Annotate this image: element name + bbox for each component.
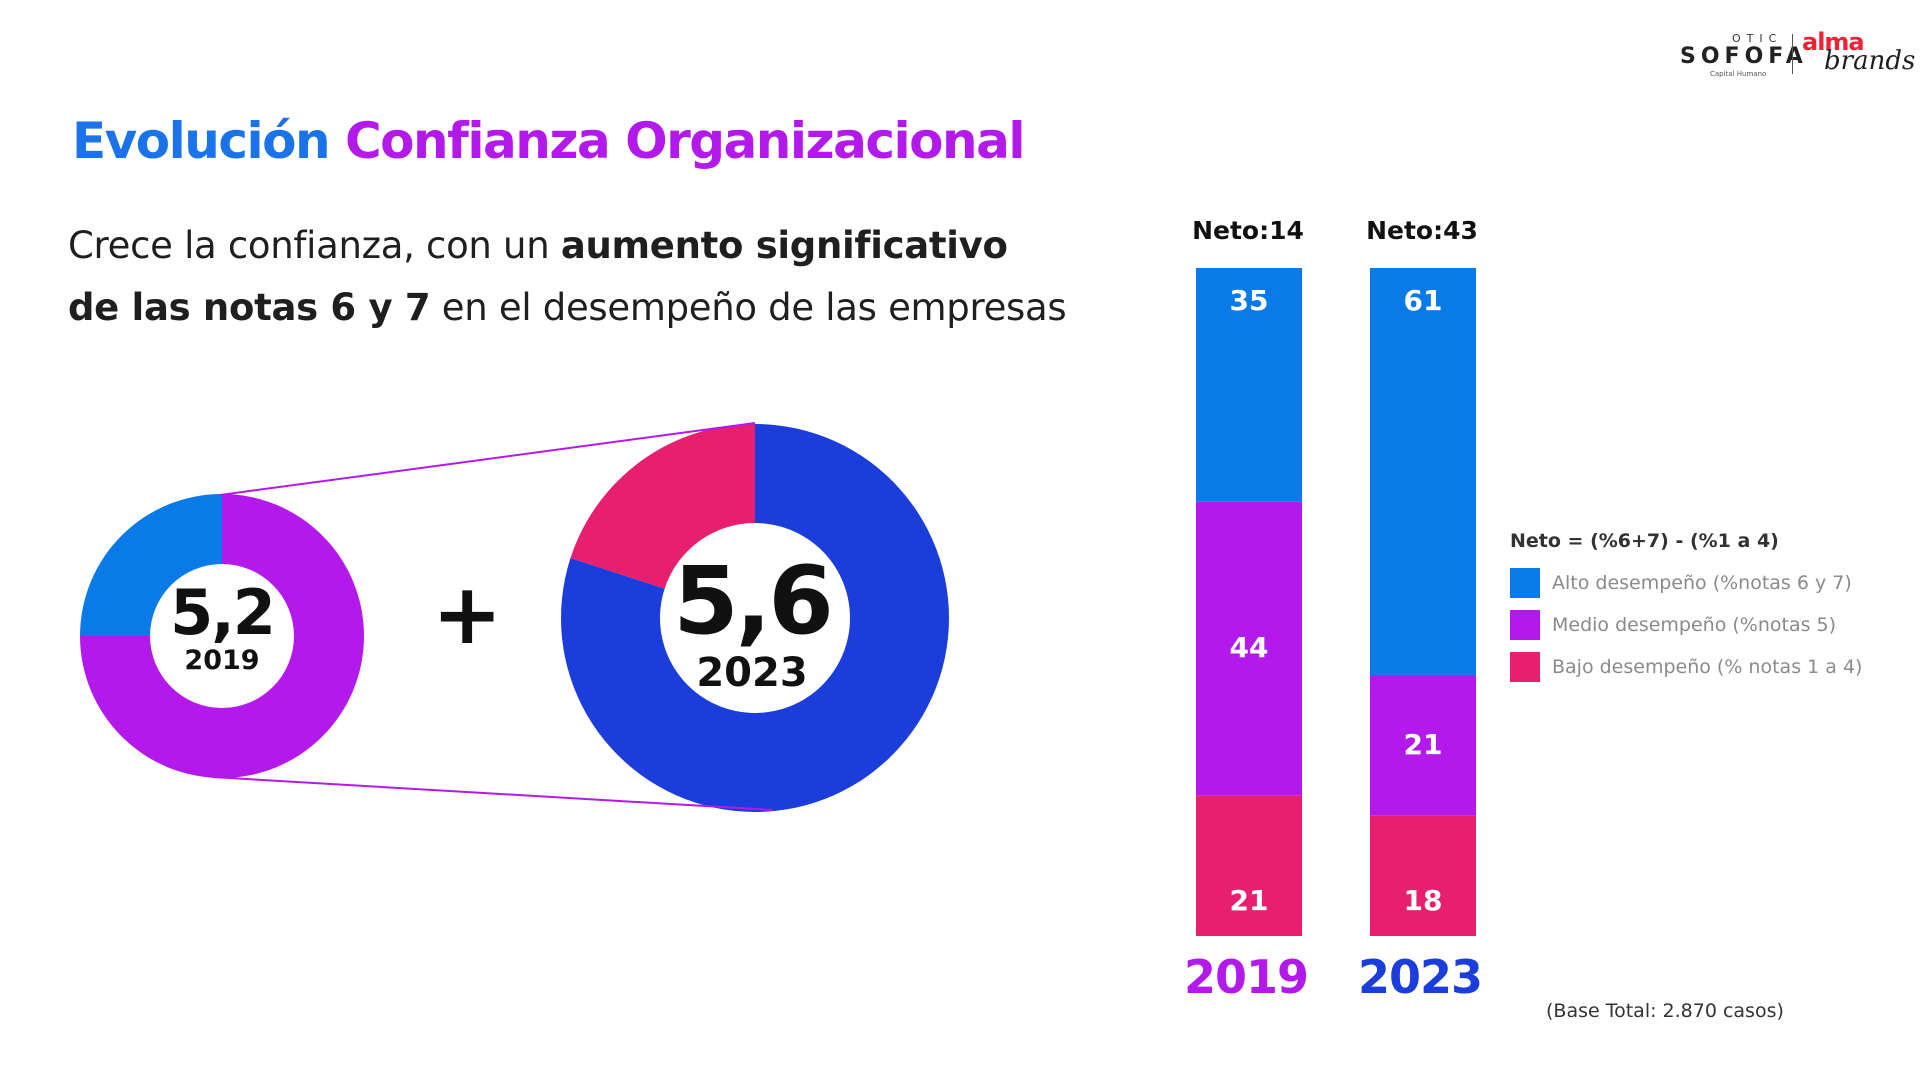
legend-item-bajo: Bajo desempeño (% notas 1 a 4) bbox=[1510, 646, 1862, 688]
plus-sign: + bbox=[432, 565, 503, 663]
bar-group bbox=[1196, 268, 1476, 936]
legend: Neto = (%6+7) - (%1 a 4) Alto desempeño … bbox=[1510, 530, 1862, 688]
title-part-2: Confianza Organizacional bbox=[344, 112, 1026, 170]
x-label-2019: 2019 bbox=[1183, 950, 1309, 1004]
subtitle-line2-normal: en el desempeño de las empresas bbox=[430, 286, 1067, 329]
donut-2023-label: 5,6 2023 bbox=[652, 555, 852, 697]
bar-2023-series-2 bbox=[1370, 815, 1476, 936]
logo-otic: OTIC bbox=[1732, 32, 1783, 45]
bar-label-2019-series-1: 44 bbox=[1229, 630, 1269, 664]
bar-label-2023-series-0: 61 bbox=[1403, 284, 1443, 317]
logo-divider bbox=[1792, 34, 1793, 74]
bar-label-2019-series-2: 21 bbox=[1229, 884, 1269, 917]
subtitle: Crece la confianza, con un aumento signi… bbox=[68, 215, 1067, 339]
legend-swatch-bajo bbox=[1510, 652, 1540, 682]
x-label-2023: 2023 bbox=[1357, 950, 1483, 1004]
legend-swatch-medio bbox=[1510, 610, 1540, 640]
subtitle-line2-bold: de las notas 6 y 7 bbox=[68, 286, 431, 329]
logo-alma: alma bbox=[1802, 28, 1865, 56]
logo-capital: Capital Humano bbox=[1710, 70, 1767, 78]
page-title: Evolución Confianza Organizacional bbox=[72, 112, 1026, 170]
donut-2023-value: 5,6 bbox=[673, 547, 834, 656]
bar-2023-series-0 bbox=[1370, 268, 1476, 676]
logo-brands: brands bbox=[1824, 46, 1916, 76]
connector-bottom bbox=[211, 776, 774, 811]
base-note: (Base Total: 2.870 casos) bbox=[1546, 1000, 1784, 1022]
bar-label-2019-series-0: 35 bbox=[1229, 284, 1269, 317]
neto-label-2019: Neto:14 bbox=[1192, 216, 1304, 245]
connector-top bbox=[219, 422, 756, 496]
donut-2019-label: 5,2 2019 bbox=[142, 582, 302, 678]
donut-2019-year: 2019 bbox=[184, 645, 260, 676]
legend-label-bajo: Bajo desempeño (% notas 1 a 4) bbox=[1552, 656, 1863, 678]
legend-title: Neto = (%6+7) - (%1 a 4) bbox=[1510, 530, 1779, 552]
donut-2019-value: 5,2 bbox=[170, 576, 276, 649]
logo-sofofa: SOFOFA bbox=[1680, 44, 1808, 69]
subtitle-line1-bold: aumento significativo bbox=[560, 224, 1008, 267]
title-part-1: Evolución bbox=[72, 112, 331, 170]
brand-logo: OTIC SOFOFA Capital Humano alma brands bbox=[1672, 28, 1916, 80]
legend-item-medio: Medio desempeño (%notas 5) bbox=[1510, 604, 1862, 646]
neto-label-2023: Neto:43 bbox=[1366, 216, 1478, 245]
donut-2023-year: 2023 bbox=[696, 650, 808, 696]
legend-label-medio: Medio desempeño (%notas 5) bbox=[1552, 614, 1837, 636]
subtitle-line1-normal: Crece la confianza, con un bbox=[68, 224, 561, 267]
bar-label-2023-series-2: 18 bbox=[1403, 884, 1443, 917]
bar-label-2023-series-1: 21 bbox=[1403, 727, 1443, 761]
legend-item-alto: Alto desempeño (%notas 6 y 7) bbox=[1510, 562, 1862, 604]
legend-label-alto: Alto desempeño (%notas 6 y 7) bbox=[1552, 572, 1852, 594]
legend-swatch-alto bbox=[1510, 568, 1540, 598]
